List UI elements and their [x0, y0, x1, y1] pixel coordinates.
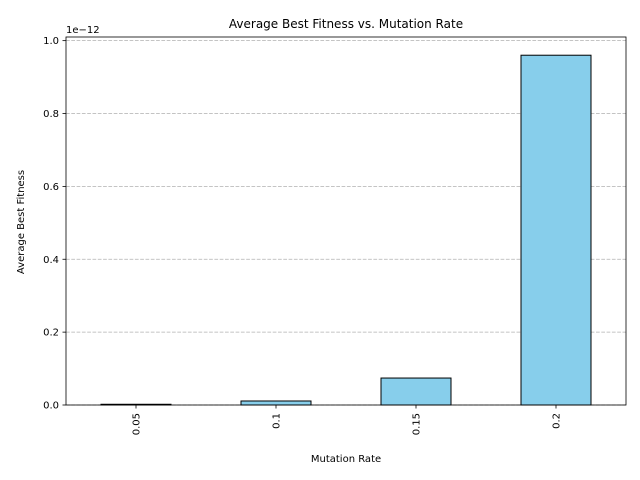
- x-axis-label: Mutation Rate: [311, 454, 381, 465]
- chart-title: Average Best Fitness vs. Mutation Rate: [229, 17, 463, 31]
- y-axis-offset-label: 1e−12: [66, 25, 100, 36]
- y-tick-label: 0.0: [43, 401, 59, 412]
- plot-frame: [65, 36, 627, 406]
- y-tick-label: 0.8: [43, 109, 59, 120]
- y-tick-label: 0.4: [43, 255, 59, 266]
- x-tick-label: 0.2: [552, 413, 563, 429]
- bars: [100, 54, 592, 406]
- y-axis-label: Average Best Fitness: [16, 170, 27, 274]
- bar-0.2: [520, 54, 592, 406]
- x-tick-label: 0.15: [412, 413, 423, 435]
- bar-0.1: [240, 400, 312, 406]
- x-tick-label: 0.05: [132, 413, 143, 435]
- y-tick-label: 0.6: [43, 182, 59, 193]
- x-axis-ticks: 0.05 0.1 0.15 0.2: [132, 405, 563, 435]
- y-axis-ticks: 0.0 0.2 0.4 0.6 0.8 1.0: [43, 36, 66, 412]
- y-tick-label: 0.2: [43, 328, 59, 339]
- y-tick-label: 1.0: [43, 36, 59, 47]
- bar-0.15: [380, 377, 452, 406]
- x-tick-label: 0.1: [272, 413, 283, 429]
